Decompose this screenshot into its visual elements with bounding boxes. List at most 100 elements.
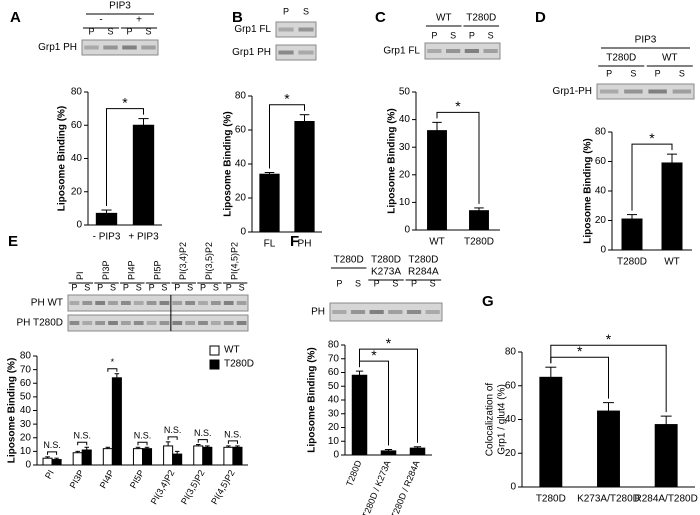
y-tick-label: 60: [235, 125, 247, 136]
blot-band: [198, 301, 208, 305]
column-label: PI3P: [101, 260, 111, 280]
bar: [202, 446, 213, 466]
x-tick-label: PI: [43, 468, 56, 480]
blot-row-label: Grp1-PH: [553, 86, 592, 97]
column-label: T280D: [606, 53, 636, 64]
blot-band: [223, 301, 234, 305]
column-label: -: [99, 15, 102, 26]
lane-label: P: [200, 282, 206, 292]
x-tick-label: PI(3,5)P2: [179, 468, 207, 506]
bar: [163, 445, 174, 466]
y-axis-label: Liposome Binding (%): [387, 108, 398, 214]
blot-row-label: PH T280D: [16, 318, 63, 329]
y-tick-label: 40: [235, 159, 247, 170]
blot-band: [406, 310, 422, 314]
blot-band: [82, 301, 93, 305]
lane-label: P: [606, 68, 612, 78]
y-axis-label: Liposome Binding (%): [7, 358, 18, 464]
blot-band: [210, 301, 221, 305]
blot-band: [599, 89, 619, 94]
x-tick-label: FL: [264, 239, 276, 250]
blot-band: [236, 321, 247, 325]
panel-letter: C: [375, 9, 386, 26]
y-tick-label: 20: [595, 215, 607, 226]
significance-label: *: [455, 98, 461, 114]
panel-letter: B: [232, 9, 243, 26]
blot-band: [672, 89, 692, 94]
blot-band: [95, 321, 106, 325]
bar: [427, 130, 447, 231]
bar: [294, 121, 315, 233]
blot-image: [81, 39, 159, 56]
lane-label: S: [161, 282, 167, 292]
lane-label: S: [187, 282, 193, 292]
lane-label: P: [226, 282, 232, 292]
blot-band: [122, 45, 137, 50]
significance-label: N.S.: [73, 431, 91, 441]
lane-label: P: [123, 282, 129, 292]
bar: [351, 374, 368, 456]
blot-image: [275, 21, 317, 38]
y-axis-label: Liposome Binding (%): [57, 106, 68, 212]
blot-band: [159, 301, 170, 305]
y-tick-label: 60: [328, 367, 340, 378]
x-tick-label: - PIP3: [93, 232, 121, 243]
blot-band: [464, 49, 479, 53]
y-axis-label: Liposome Binding (%): [223, 111, 234, 217]
lane-label: S: [355, 278, 361, 288]
bar: [72, 452, 83, 466]
y-axis-label: Colocalization of: [485, 383, 496, 457]
blot-band: [425, 310, 440, 314]
bar: [142, 448, 153, 466]
y-tick-label: 60: [595, 156, 607, 167]
significance-bracket: [550, 344, 667, 413]
significance-label: N.S.: [224, 429, 242, 439]
bar: [172, 453, 183, 466]
blot-image: [596, 83, 695, 100]
significance-label: *: [649, 130, 655, 146]
column-label: T280D: [371, 255, 401, 266]
bar: [81, 449, 92, 466]
blot-band: [223, 321, 234, 325]
bar: [132, 448, 143, 466]
x-tick-label: T280D: [536, 494, 566, 505]
blot-band: [427, 49, 442, 53]
column-label: R284A: [408, 267, 439, 278]
blot-band: [236, 301, 247, 305]
y-tick-label: 40: [20, 405, 32, 416]
blot-band: [446, 49, 461, 53]
lane-label: S: [488, 30, 494, 40]
blot-header: PIP3: [109, 1, 131, 12]
blot-band: [69, 301, 80, 305]
blot-band: [332, 310, 347, 314]
panel-letter: D: [535, 9, 546, 26]
blot-band: [278, 27, 294, 32]
column-label: +: [136, 15, 142, 26]
blot-band: [84, 45, 99, 50]
x-tick-label: T280D: [464, 237, 494, 248]
blot-image: [67, 294, 249, 312]
blot-band: [141, 45, 156, 50]
blot-band: [172, 321, 183, 325]
blot-band: [483, 49, 498, 53]
legend-label: T280D: [224, 359, 254, 370]
lane-label: S: [145, 26, 151, 36]
lane-label: P: [71, 282, 77, 292]
blot-band: [133, 321, 144, 325]
legend-swatch: [209, 345, 220, 356]
y-tick-label: 30: [399, 142, 411, 153]
blot-band: [648, 89, 667, 94]
lane-label: S: [450, 30, 456, 40]
y-axis-label: Liposome Binding (%): [583, 138, 594, 244]
significance-label: *: [122, 94, 128, 110]
blot-image: [329, 302, 443, 322]
significance-bracket: [197, 439, 208, 443]
x-tick-label: WT: [664, 257, 680, 268]
blot-band: [185, 301, 196, 305]
blot-band: [388, 310, 403, 314]
y-tick-label: 0: [25, 460, 31, 471]
x-tick-label: PI5P: [128, 468, 146, 490]
blot-band: [95, 301, 106, 305]
